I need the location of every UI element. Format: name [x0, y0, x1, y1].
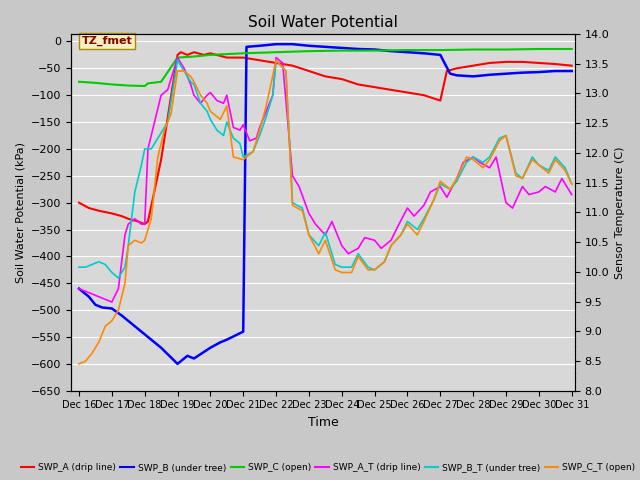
Legend: SWP_A (drip line), SWP_B (under tree), SWP_C (open), SWP_A_T (drip line), SWP_B_: SWP_A (drip line), SWP_B (under tree), S…	[17, 459, 639, 476]
Y-axis label: Soil Water Potential (kPa): Soil Water Potential (kPa)	[15, 142, 25, 283]
Title: Soil Water Potential: Soil Water Potential	[248, 15, 398, 30]
Text: TZ_fmet: TZ_fmet	[82, 36, 132, 47]
Y-axis label: Sensor Temperature (C): Sensor Temperature (C)	[615, 146, 625, 278]
X-axis label: Time: Time	[307, 416, 339, 429]
